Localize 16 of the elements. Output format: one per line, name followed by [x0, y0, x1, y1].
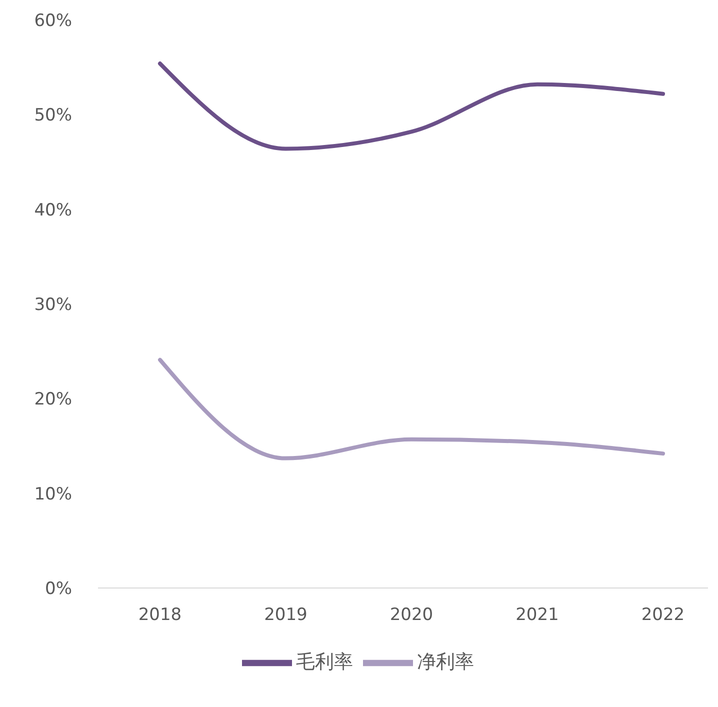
y-tick-label: 60% [34, 11, 72, 32]
line-series [158, 358, 665, 460]
y-tick-label: 30% [34, 295, 72, 316]
y-tick-label: 40% [34, 200, 72, 220]
legend-label: 净利率 [417, 651, 474, 674]
y-tick-label: 20% [34, 390, 72, 410]
y-tick-label: 10% [34, 484, 72, 504]
x-tick-label: 2022 [641, 605, 685, 626]
y-tick-label: 50% [34, 106, 72, 126]
legend-label: 毛利率 [296, 651, 353, 674]
y-tick-label: 0% [45, 579, 72, 600]
x-tick-label: 2020 [390, 605, 434, 626]
x-tick-label: 2018 [138, 605, 182, 626]
line-series [158, 62, 665, 151]
x-tick-label: 2021 [516, 605, 559, 626]
x-tick-label: 2019 [264, 605, 308, 626]
